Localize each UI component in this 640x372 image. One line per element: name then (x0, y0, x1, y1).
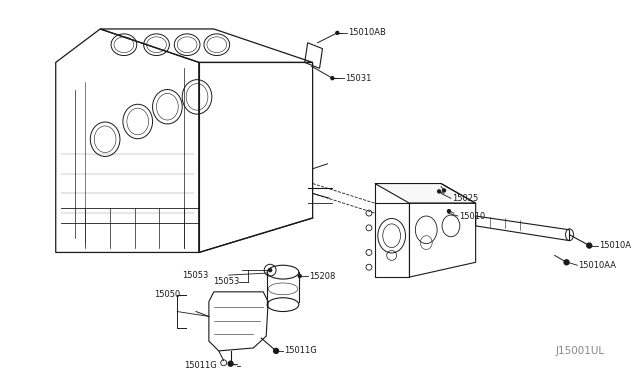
Text: 15010: 15010 (459, 212, 485, 221)
Circle shape (229, 362, 232, 365)
Circle shape (273, 349, 278, 353)
Circle shape (588, 244, 591, 247)
Circle shape (269, 269, 271, 272)
Circle shape (442, 189, 445, 192)
Text: 15011G: 15011G (284, 346, 317, 355)
Circle shape (275, 349, 278, 352)
Circle shape (565, 261, 568, 264)
Circle shape (298, 275, 301, 278)
Circle shape (587, 243, 592, 248)
Text: 15025: 15025 (452, 194, 478, 203)
Text: 15010A: 15010A (599, 241, 631, 250)
Circle shape (447, 210, 451, 212)
Text: 15010AB: 15010AB (348, 28, 386, 38)
Text: 15011G: 15011G (184, 361, 217, 370)
Circle shape (564, 260, 569, 265)
Circle shape (331, 77, 334, 80)
Text: 15031: 15031 (345, 74, 372, 83)
Text: 15053: 15053 (213, 278, 239, 286)
Text: J15001UL: J15001UL (556, 346, 605, 356)
Circle shape (438, 190, 440, 193)
Text: 15053: 15053 (182, 270, 209, 280)
Circle shape (228, 361, 233, 366)
Text: 15208: 15208 (308, 272, 335, 280)
Text: 15010AA: 15010AA (579, 261, 616, 270)
Text: 15050: 15050 (154, 290, 180, 299)
Polygon shape (375, 183, 476, 203)
Circle shape (336, 31, 339, 34)
